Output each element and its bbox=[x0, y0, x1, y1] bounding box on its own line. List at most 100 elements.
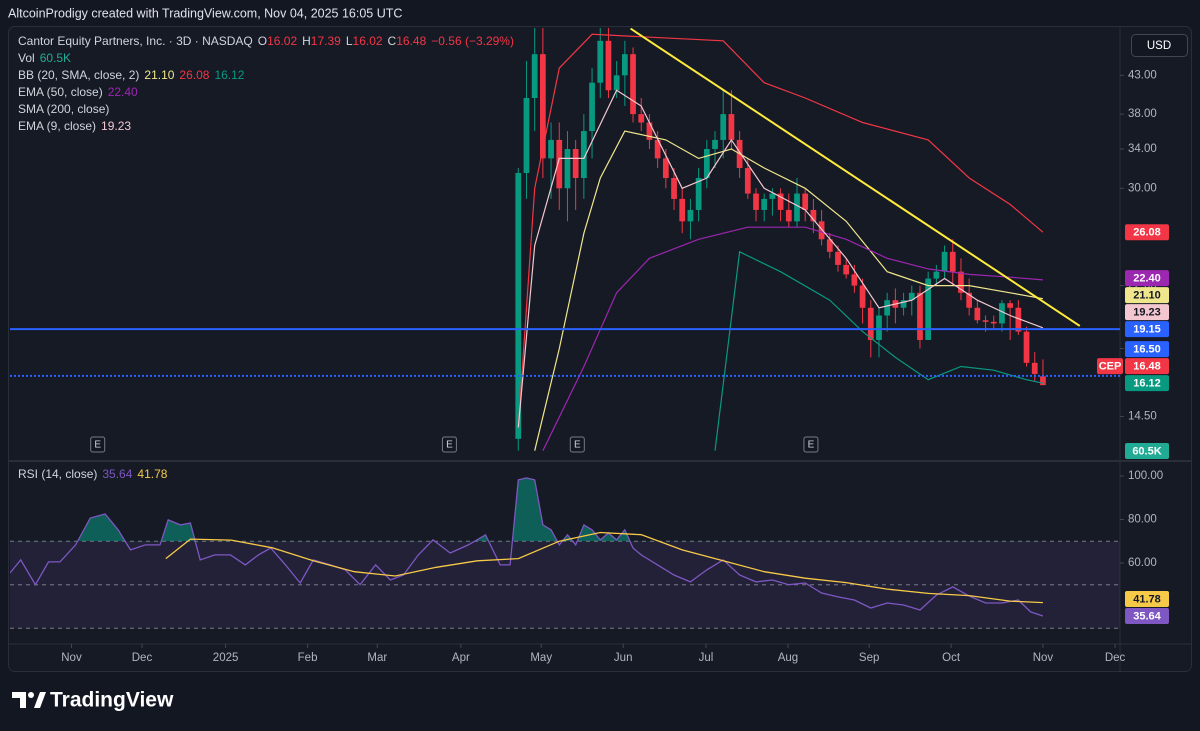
y-tick-label: 14.50 bbox=[1128, 410, 1157, 422]
logo bbox=[12, 692, 46, 708]
price-tag-bg bbox=[1125, 375, 1169, 392]
candle-body bbox=[1015, 307, 1022, 332]
candle-body bbox=[958, 271, 964, 293]
ticker-tag: CEP bbox=[1099, 361, 1122, 373]
x-tick-label: Mar bbox=[367, 652, 387, 664]
x-tick-label: Aug bbox=[778, 652, 798, 664]
candle-body bbox=[548, 139, 554, 159]
ohlc-value: 16.02 bbox=[353, 34, 383, 48]
price-tag: 41.78 bbox=[1133, 593, 1161, 605]
candle-body bbox=[646, 122, 653, 140]
candle-body bbox=[941, 251, 948, 272]
candle-body bbox=[753, 193, 759, 210]
candle-body bbox=[703, 149, 710, 178]
earnings-marker bbox=[569, 436, 585, 453]
price-tag: 26.08 bbox=[1133, 227, 1161, 239]
candle-body bbox=[662, 158, 669, 178]
candle-body bbox=[720, 114, 727, 140]
rsi-value: 35.64 bbox=[102, 467, 132, 481]
candle-body bbox=[843, 264, 850, 275]
candle-body bbox=[638, 114, 645, 123]
indicator-name: BB (20, SMA, close, 2) bbox=[18, 68, 139, 82]
y-tick-label: 60.00 bbox=[1128, 557, 1157, 569]
indicator-line bbox=[714, 250, 1044, 451]
legend-indicator: EMA (50, close) 22.40 bbox=[18, 85, 138, 99]
candle-body bbox=[523, 98, 530, 173]
price-tag-bg bbox=[1125, 590, 1169, 607]
candle-body bbox=[515, 172, 522, 439]
x-tick-label: Feb bbox=[298, 652, 318, 664]
candle-body bbox=[531, 54, 538, 99]
header: AltcoinProdigy created with TradingView.… bbox=[8, 6, 402, 20]
earnings-label: E bbox=[446, 440, 453, 451]
currency[interactable]: USD bbox=[1147, 40, 1171, 52]
candle-body bbox=[654, 139, 661, 159]
legend-volume: Vol 60.5K bbox=[18, 51, 71, 65]
y-tick-label: 80.00 bbox=[1128, 514, 1157, 526]
indicator-value: 19.23 bbox=[101, 119, 131, 133]
candle-body bbox=[802, 193, 809, 210]
candle-body bbox=[999, 303, 1005, 324]
candle-body bbox=[630, 54, 636, 115]
indicator-value: 16.12 bbox=[214, 68, 244, 82]
y-tick-label: 38.00 bbox=[1128, 108, 1157, 120]
legend-rsi: RSI (14, close) 35.64 41.78 bbox=[18, 467, 168, 481]
currency-button[interactable] bbox=[1131, 34, 1188, 57]
candle-body bbox=[949, 251, 956, 272]
volume-name: Vol bbox=[18, 51, 35, 65]
ohlc-value: 16.02 bbox=[267, 34, 297, 48]
candle-body bbox=[925, 278, 932, 340]
legend-indicator: BB (20, SMA, close, 2) 21.10 26.08 16.12 bbox=[18, 68, 245, 82]
candle-body bbox=[884, 300, 891, 316]
ticker-tag-bg bbox=[1097, 358, 1123, 375]
price-tag: 19.23 bbox=[1133, 307, 1161, 319]
earnings-marker bbox=[90, 436, 106, 453]
overbought-fill bbox=[10, 477, 1043, 542]
rsi-line bbox=[165, 531, 1043, 604]
candle-body bbox=[851, 274, 858, 286]
price-tag-bg bbox=[1125, 287, 1169, 304]
change: −0.56 (−3.29%) bbox=[431, 34, 514, 48]
candle-body bbox=[867, 307, 874, 340]
candle-body bbox=[695, 177, 702, 210]
candle-body bbox=[613, 75, 620, 91]
x-tick-label: Oct bbox=[942, 652, 961, 664]
x-tick-label: Jun bbox=[614, 652, 633, 664]
price-tag: 35.64 bbox=[1133, 610, 1161, 622]
x-tick-label: May bbox=[530, 652, 552, 664]
price-tag-bg bbox=[1125, 270, 1169, 287]
indicator-line bbox=[517, 89, 1044, 428]
price-tag: 16.12 bbox=[1133, 378, 1161, 390]
candle-body bbox=[966, 292, 973, 308]
candle-body bbox=[933, 271, 940, 279]
y-tick-label: 100.00 bbox=[1128, 470, 1163, 482]
candle-body bbox=[605, 40, 612, 91]
earnings-label: E bbox=[808, 440, 815, 451]
x-tick-label: Sep bbox=[859, 652, 879, 664]
candle-body bbox=[818, 221, 825, 240]
price-tag-bg bbox=[1125, 321, 1169, 338]
x-tick-label: Nov bbox=[61, 652, 82, 664]
ohlc-value: 16.48 bbox=[396, 34, 426, 48]
ohlc-value: 17.39 bbox=[311, 34, 341, 48]
rsi-value: 41.78 bbox=[137, 467, 167, 481]
y-tick-label: 34.00 bbox=[1128, 143, 1157, 155]
ohlc-key: O bbox=[258, 34, 267, 48]
x-tick-label: 2025 bbox=[213, 652, 239, 664]
candle-body bbox=[810, 209, 817, 222]
candle-body bbox=[761, 198, 768, 210]
candle-body bbox=[687, 209, 694, 222]
ohlc-key: L bbox=[346, 34, 353, 48]
x-tick-label: Dec bbox=[132, 652, 153, 664]
rsi-name: RSI (14, close) bbox=[18, 467, 97, 481]
candle-body bbox=[794, 193, 800, 222]
price-tag: 16.50 bbox=[1133, 344, 1161, 356]
candle-body bbox=[564, 149, 571, 189]
candle-body bbox=[769, 193, 776, 199]
symbol: Cantor Equity Partners, Inc. · 3D · NASD… bbox=[18, 34, 253, 48]
earnings-marker bbox=[441, 436, 457, 453]
indicator-line bbox=[517, 33, 1044, 428]
candle-body bbox=[876, 315, 882, 340]
candle-body bbox=[982, 320, 989, 322]
